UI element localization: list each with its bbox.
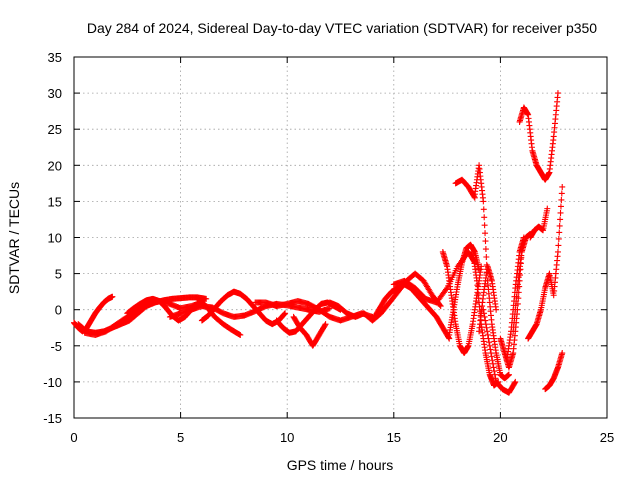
data-point [557,216,564,223]
y-tick-label: -10 [43,375,62,390]
data-point [491,368,498,375]
y-tick-label: 20 [48,158,62,173]
data-point [482,238,489,245]
data-point [480,206,487,213]
data-point [492,375,499,382]
data-point [483,324,490,331]
y-tick-label: 15 [48,194,62,209]
data-point [558,196,565,203]
data-point [482,246,489,253]
axis-ticks: 0 5 10 15 20 25 -15 -10 -5 0 5 10 15 20 25 30 35 [43,50,614,445]
data-point [559,350,566,357]
data-point [437,303,444,310]
data-point [488,350,495,357]
series-arc27 [542,350,566,393]
data-point [556,222,563,229]
x-tick-label: 25 [600,430,614,445]
y-axis-label: SDTVAR / TECUs [6,182,22,294]
data-point [483,253,490,260]
data-point [280,311,287,318]
x-tick-label: 10 [280,430,294,445]
series-arc7 [194,295,244,338]
y-tick-label: 5 [55,267,62,282]
data-point [484,331,491,338]
series-arc16 [452,176,478,201]
data-point [486,342,493,349]
x-tick-label: 15 [387,430,401,445]
data-point [511,379,518,386]
data-point [486,339,493,346]
data-point [558,190,565,197]
data-point [281,311,288,318]
series-arc20 [476,263,500,335]
series-arc17 [471,162,512,382]
series-arc6 [198,288,289,328]
data-point [481,214,488,221]
data-point [557,203,564,210]
data-point [237,331,244,338]
data-point [109,293,116,300]
data-point [559,183,566,190]
data-point [488,353,495,360]
y-tick-label: 35 [48,50,62,65]
y-tick-label: 30 [48,86,62,101]
data-point [484,328,491,335]
y-tick-label: 25 [48,122,62,137]
data-point [512,378,519,385]
series-arc11 [326,270,444,324]
series-arc19 [480,306,519,396]
data-point [505,371,512,378]
data-point [480,198,487,205]
y-tick-label: -15 [43,411,62,426]
data-point [493,306,500,313]
y-tick-label: -5 [50,339,62,354]
chart-title: Day 284 of 2024, Sidereal Day-to-day VTE… [87,20,597,36]
data-point [555,235,562,242]
data-point [476,266,483,273]
data-point [482,321,489,328]
data-point [555,242,562,249]
data-point [436,302,443,309]
data-point [527,230,534,237]
series-arc26 [510,230,534,335]
data-point [282,310,289,317]
data-point [556,229,563,236]
data-point [485,335,492,342]
data-point [489,357,496,364]
data-point [544,205,551,212]
data-points [71,90,566,396]
data-point [482,230,489,237]
x-tick-label: 5 [177,430,184,445]
y-tick-label: 10 [48,231,62,246]
series-arc23 [516,90,561,183]
data-point [487,346,494,353]
data-point [201,295,208,302]
data-point [554,248,561,255]
series-arc15 [446,241,483,338]
x-tick-label: 0 [70,430,77,445]
data-point [481,222,488,229]
y-tick-label: 0 [55,303,62,318]
x-axis-label: GPS time / hours [287,457,394,473]
series-arc24 [525,183,566,342]
data-point [489,360,496,367]
data-point [557,209,564,216]
data-point [491,371,498,378]
data-point [554,90,561,97]
x-tick-label: 20 [493,430,507,445]
data-point [322,321,329,328]
series-arc10 [290,313,329,349]
data-point [321,322,328,329]
data-point [490,364,497,371]
